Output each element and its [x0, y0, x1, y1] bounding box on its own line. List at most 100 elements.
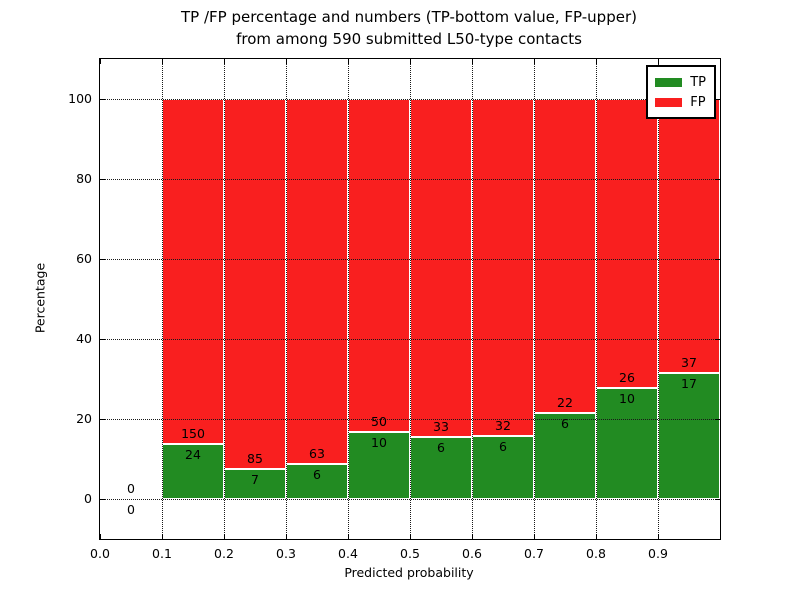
y-axis-label: Percentage: [32, 262, 48, 334]
x-tick-mark: [347, 534, 349, 539]
plot-area: TP FP 0.0 0.1 0.2 0.3 0.4 0.5 0.6 0.7 0.8 0.9 0 20 4…: [68, 58, 721, 561]
x-gridline: [285, 59, 287, 539]
x-tick-label: 0.0: [90, 546, 110, 561]
bar-tp-segment: [224, 468, 286, 499]
y-tick-mark: [715, 98, 720, 100]
x-tick-mark: [409, 59, 411, 64]
x-tick-label: 0.7: [524, 546, 544, 561]
tp-count-label: 6: [437, 440, 445, 456]
x-gridline: [223, 59, 225, 539]
y-tick-label: 60: [76, 251, 92, 266]
tp-count-label: 0: [127, 502, 135, 517]
tp-count-label: 10: [619, 390, 635, 406]
x-tick-mark: [285, 59, 287, 64]
tp-count-label: 6: [313, 467, 321, 483]
chart-title: TP /FP percentage and numbers (TP-bottom…: [99, 7, 719, 50]
fp-count-label: 50: [371, 414, 387, 430]
x-tick-label: 0.8: [586, 546, 606, 561]
x-tick-label: 0.6: [462, 546, 482, 561]
bar-tp-segment: [162, 443, 224, 499]
bar-fp-segment: [286, 99, 348, 465]
y-gridline: [100, 178, 720, 180]
bar-fp-segment: [472, 99, 534, 436]
tp-count-label: 17: [681, 376, 697, 392]
y-tick-label: 20: [76, 411, 92, 426]
legend-label-fp: FP: [690, 94, 706, 110]
y-tick-mark: [100, 498, 105, 500]
fp-count-label: 26: [619, 369, 635, 385]
y-tick-label: 40: [76, 331, 92, 346]
fp-count-label: 33: [433, 419, 449, 435]
chart-title-line2: from among 590 submitted L50-type contac…: [236, 29, 582, 48]
x-tick-label: 0.4: [338, 546, 358, 561]
x-tick-mark: [223, 59, 225, 64]
y-gridline: [100, 98, 720, 100]
y-tick-mark: [100, 418, 105, 420]
x-tick-mark: [100, 59, 101, 64]
bar-fp-segment: [534, 99, 596, 414]
tp-count-label: 6: [561, 416, 569, 432]
x-tick-mark: [657, 59, 659, 64]
legend-item-fp: FP: [655, 92, 706, 112]
x-gridline: [595, 59, 597, 539]
x-tick-mark: [471, 534, 473, 539]
tp-count-label: 7: [251, 471, 259, 487]
bar-fp-segment: [224, 99, 286, 469]
bar-fp-segment: [596, 99, 658, 388]
y-tick-mark: [100, 98, 105, 100]
x-gridline: [533, 59, 535, 539]
y-tick-label: 100: [68, 91, 92, 106]
x-tick-mark: [161, 59, 163, 64]
y-tick-label: 80: [76, 171, 92, 186]
x-tick-mark: [161, 534, 163, 539]
y-tick-mark: [100, 258, 105, 260]
bar-tp-segment: [472, 435, 534, 499]
x-tick-label: 0.5: [400, 546, 420, 561]
bar-fp-segment: [348, 99, 410, 433]
chart-title-line1: TP /FP percentage and numbers (TP-bottom…: [181, 8, 637, 26]
x-tick-mark: [471, 59, 473, 64]
y-tick-mark: [715, 498, 720, 500]
x-gridline: [657, 59, 659, 539]
x-tick-label: 0.2: [214, 546, 234, 561]
fp-count-label: 37: [681, 355, 697, 371]
bar-tp-segment: [410, 437, 472, 499]
x-gridline: [347, 59, 349, 539]
x-tick-mark: [223, 534, 225, 539]
x-gridline: [471, 59, 473, 539]
legend-label-tp: TP: [690, 74, 706, 90]
x-tick-mark: [595, 534, 597, 539]
x-tick-mark: [285, 534, 287, 539]
y-tick-label: 0: [84, 491, 92, 506]
y-tick-mark: [715, 418, 720, 420]
bar-fp-segment: [162, 99, 224, 444]
tp-count-label: 10: [371, 435, 387, 451]
x-tick-mark: [100, 534, 101, 539]
tp-count-label: 6: [499, 438, 507, 454]
tp-swatch-icon: [655, 77, 683, 87]
tp-count-label: 24: [185, 446, 201, 462]
y-gridline: [100, 418, 720, 420]
bar-tp-segment: [658, 373, 720, 499]
x-tick-mark: [533, 534, 535, 539]
x-tick-mark: [409, 534, 411, 539]
bar-tp-segment: [596, 387, 658, 499]
x-axis-label: Predicted probability: [344, 565, 474, 580]
fp-count-label: 85: [247, 450, 263, 466]
legend: TP FP: [646, 65, 716, 119]
y-tick-mark: [100, 338, 105, 340]
x-tick-mark: [347, 59, 349, 64]
fp-count-label: 150: [181, 425, 205, 441]
fp-count-label: 63: [309, 446, 325, 462]
fp-count-label: 32: [495, 417, 511, 433]
legend-item-tp: TP: [655, 72, 706, 92]
x-tick-label: 0.9: [648, 546, 668, 561]
bar-fp-segment: [658, 99, 720, 374]
y-tick-mark: [715, 178, 720, 180]
x-tick-mark: [595, 59, 597, 64]
fp-count-label: 0: [127, 481, 135, 496]
y-tick-mark: [715, 258, 720, 260]
x-tick-label: 0.1: [152, 546, 172, 561]
x-gridline: [409, 59, 411, 539]
